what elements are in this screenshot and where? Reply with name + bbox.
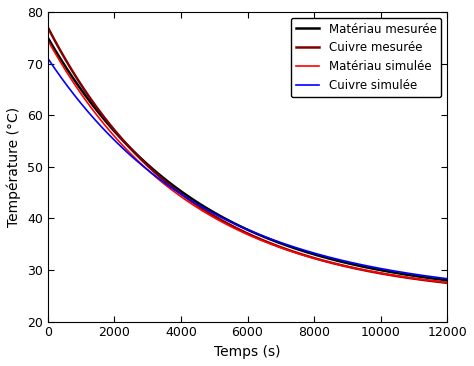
Legend: Matériau mesurée, Cuivre mesurée, Matériau simulée, Cuivre simulée: Matériau mesurée, Cuivre mesurée, Matéri… <box>291 18 441 97</box>
Line: Cuivre simulée: Cuivre simulée <box>48 59 447 279</box>
Matériau simulée <box>437 280 442 284</box>
Cuivre mesurée <box>91 101 96 105</box>
Cuivre mesurée <box>437 280 442 284</box>
Matériau mesurée <box>198 202 204 207</box>
Matériau mesurée <box>393 271 399 275</box>
Matériau mesurée <box>91 104 96 108</box>
Matériau simulée <box>393 274 399 278</box>
Cuivre simulée <box>45 56 51 61</box>
X-axis label: Temps (s): Temps (s) <box>214 345 281 359</box>
Line: Cuivre mesurée: Cuivre mesurée <box>48 27 447 283</box>
Cuivre mesurée <box>444 281 450 285</box>
Matériau simulée <box>91 108 96 113</box>
Matériau mesurée <box>114 132 120 137</box>
Y-axis label: Température (°C): Température (°C) <box>7 107 21 227</box>
Cuivre simulée <box>393 269 399 273</box>
Cuivre mesurée <box>393 274 399 278</box>
Matériau simulée <box>198 208 204 212</box>
Cuivre mesurée <box>45 25 51 30</box>
Matériau simulée <box>45 38 51 42</box>
Line: Matériau mesurée: Matériau mesurée <box>48 38 447 280</box>
Matériau mesurée <box>216 213 221 217</box>
Matériau simulée <box>114 137 120 142</box>
Cuivre simulée <box>198 204 204 209</box>
Cuivre simulée <box>444 277 450 281</box>
Matériau simulée <box>444 280 450 285</box>
Matériau mesurée <box>45 36 51 40</box>
Cuivre mesurée <box>114 131 120 135</box>
Cuivre mesurée <box>198 206 204 210</box>
Cuivre simulée <box>114 141 120 145</box>
Matériau simulée <box>216 218 221 222</box>
Matériau mesurée <box>437 277 442 281</box>
Cuivre simulée <box>437 276 442 280</box>
Cuivre simulée <box>91 116 96 120</box>
Cuivre simulée <box>216 214 221 218</box>
Matériau mesurée <box>444 278 450 283</box>
Cuivre mesurée <box>216 216 221 221</box>
Line: Matériau simulée: Matériau simulée <box>48 40 447 283</box>
